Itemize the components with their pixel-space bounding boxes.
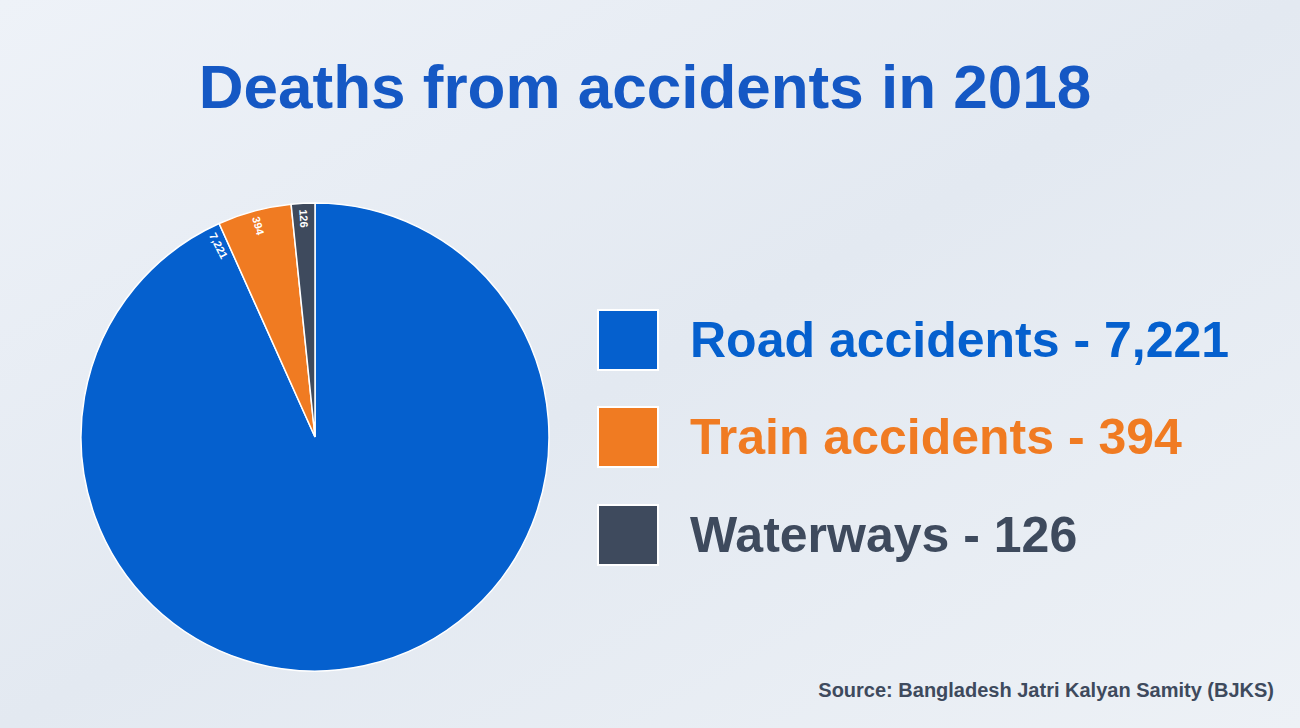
- legend-label: Road accidents - 7,221: [690, 312, 1229, 368]
- source-note: Source: Bangladesh Jatri Kalyan Samity (…: [818, 679, 1274, 701]
- title: Deaths from accidents in 2018: [199, 52, 1091, 121]
- pie: [81, 203, 549, 671]
- legend: Road accidents - 7,221 Train accidents - …: [598, 310, 1229, 565]
- legend-label: Train accidents - 394: [690, 409, 1182, 465]
- data-label: 126: [297, 209, 310, 228]
- legend-label: Waterways - 126: [690, 507, 1077, 563]
- data-labels: 7,221 394 126: [207, 209, 310, 261]
- data-label: 7,221: [207, 231, 230, 261]
- legend-swatch: [598, 407, 658, 467]
- chart: Deaths from accidents in 2018 7,221 394 126…: [0, 0, 1300, 728]
- legend-swatch: [598, 505, 658, 565]
- legend-swatch: [598, 310, 658, 370]
- pie-slice: [291, 203, 315, 437]
- data-label: 394: [250, 215, 267, 237]
- pie-slice: [81, 203, 549, 671]
- background: [0, 0, 1300, 728]
